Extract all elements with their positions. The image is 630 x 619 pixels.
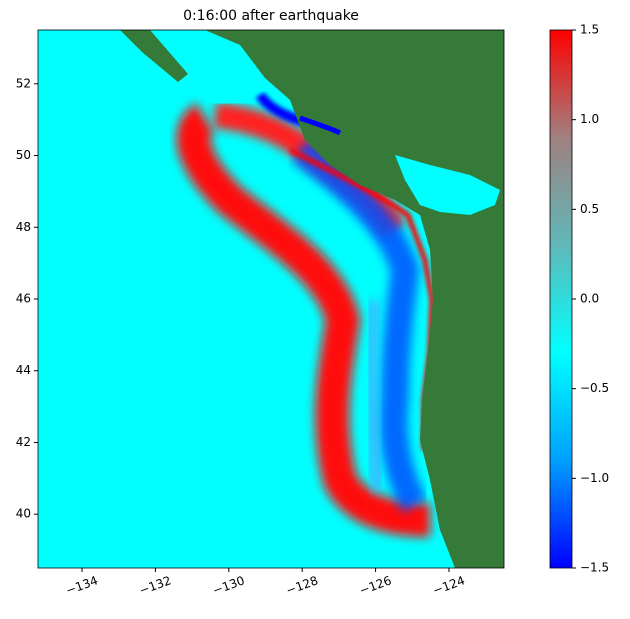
y-tick-label: 52: [16, 76, 31, 90]
inlet: [299, 115, 342, 136]
colorbar-tick-label: 0.5: [580, 202, 599, 216]
colorbar: [549, 29, 573, 569]
y-tick-label: 48: [16, 220, 31, 234]
x-tick-label: −134: [64, 573, 100, 597]
colorbar-tick-label: 0.0: [580, 292, 599, 306]
y-tick-label: 40: [16, 507, 31, 521]
coastal-crest: [288, 147, 435, 450]
colorbar-tick-label: −1.0: [580, 471, 609, 485]
x-tick-label: −132: [137, 573, 173, 597]
y-tick-label: 42: [16, 435, 31, 449]
colorbar-tick-label: −0.5: [580, 381, 609, 395]
x-tick-label: −128: [284, 573, 320, 597]
y-tick-label: 44: [16, 363, 31, 377]
strait: [395, 155, 500, 215]
colorbar-tick-label: 1.5: [580, 23, 599, 37]
map-area: [38, 30, 504, 568]
land: [205, 30, 504, 568]
y-tick-label: 50: [16, 148, 31, 162]
chart-title: 0:16:00 after earthquake: [183, 8, 359, 24]
x-tick-label: −124: [431, 573, 467, 597]
wave-trough: [291, 138, 428, 513]
wave-crest: [176, 103, 431, 537]
y-tick-label: 46: [16, 292, 31, 306]
land: [120, 30, 188, 82]
x-tick-label: −130: [211, 573, 247, 597]
colorbar-tick-label: −1.5: [580, 561, 609, 575]
x-tick-label: −126: [358, 573, 394, 597]
colorbar-tick-label: 1.0: [580, 112, 599, 126]
wave-trough: [359, 299, 390, 492]
